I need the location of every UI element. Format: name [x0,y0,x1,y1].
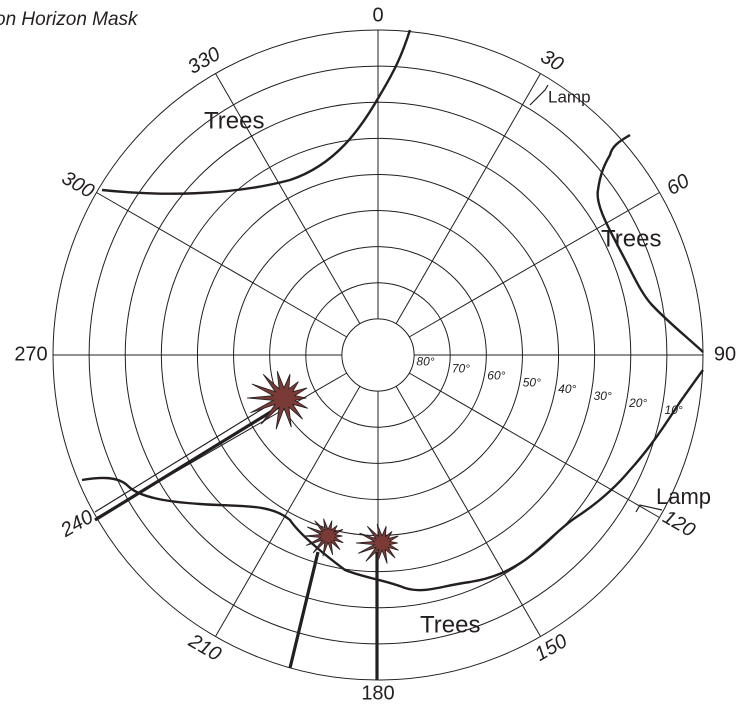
compass-label: 90 [714,343,736,365]
spoke [396,74,541,324]
compass-label: 210 [184,630,225,666]
annotation: Trees [601,225,661,252]
title: on Horizon Mask [0,9,139,30]
compass-label: 180 [361,682,394,704]
ring-label: 60° [487,368,505,382]
ring-label: 80° [416,355,434,369]
annotation: Lamp [548,87,591,106]
compass-label: 240 [56,506,97,542]
ring-label: 20° [628,396,647,410]
compass-label: 30 [537,46,567,76]
compass-label: 270 [14,343,47,365]
ring-label: 40° [558,382,576,396]
compass-label: 0 [372,4,383,26]
annotation: Trees [420,611,480,638]
spoke [396,386,541,636]
spoke [409,373,659,518]
compass-label: 150 [531,630,571,666]
tree-bursts [247,371,399,565]
compass-label: 330 [184,43,224,79]
spoke [97,193,347,338]
tree-burst [356,524,399,565]
annotation: Trees [204,107,264,134]
wire [95,398,280,512]
compass-label: 120 [659,506,699,542]
annotation: Lamp [656,484,711,509]
ring-label: 30° [594,389,612,403]
spoke [409,193,659,338]
compass-label: 300 [58,167,98,203]
pole [290,552,318,668]
altitude-ring [342,319,414,391]
tree-burst [304,519,343,557]
horizon-mask: 0 30 60 90 120 150 180 210 240 270 300 330 80° 70° 60°… [0,0,753,711]
polar-grid: 0 30 60 90 120 150 180 210 240 270 300 330 80° 70° 60°… [14,4,736,704]
ring-label: 50° [523,375,541,389]
compass-label: 60 [663,170,693,200]
ring-label: 70° [452,362,470,376]
